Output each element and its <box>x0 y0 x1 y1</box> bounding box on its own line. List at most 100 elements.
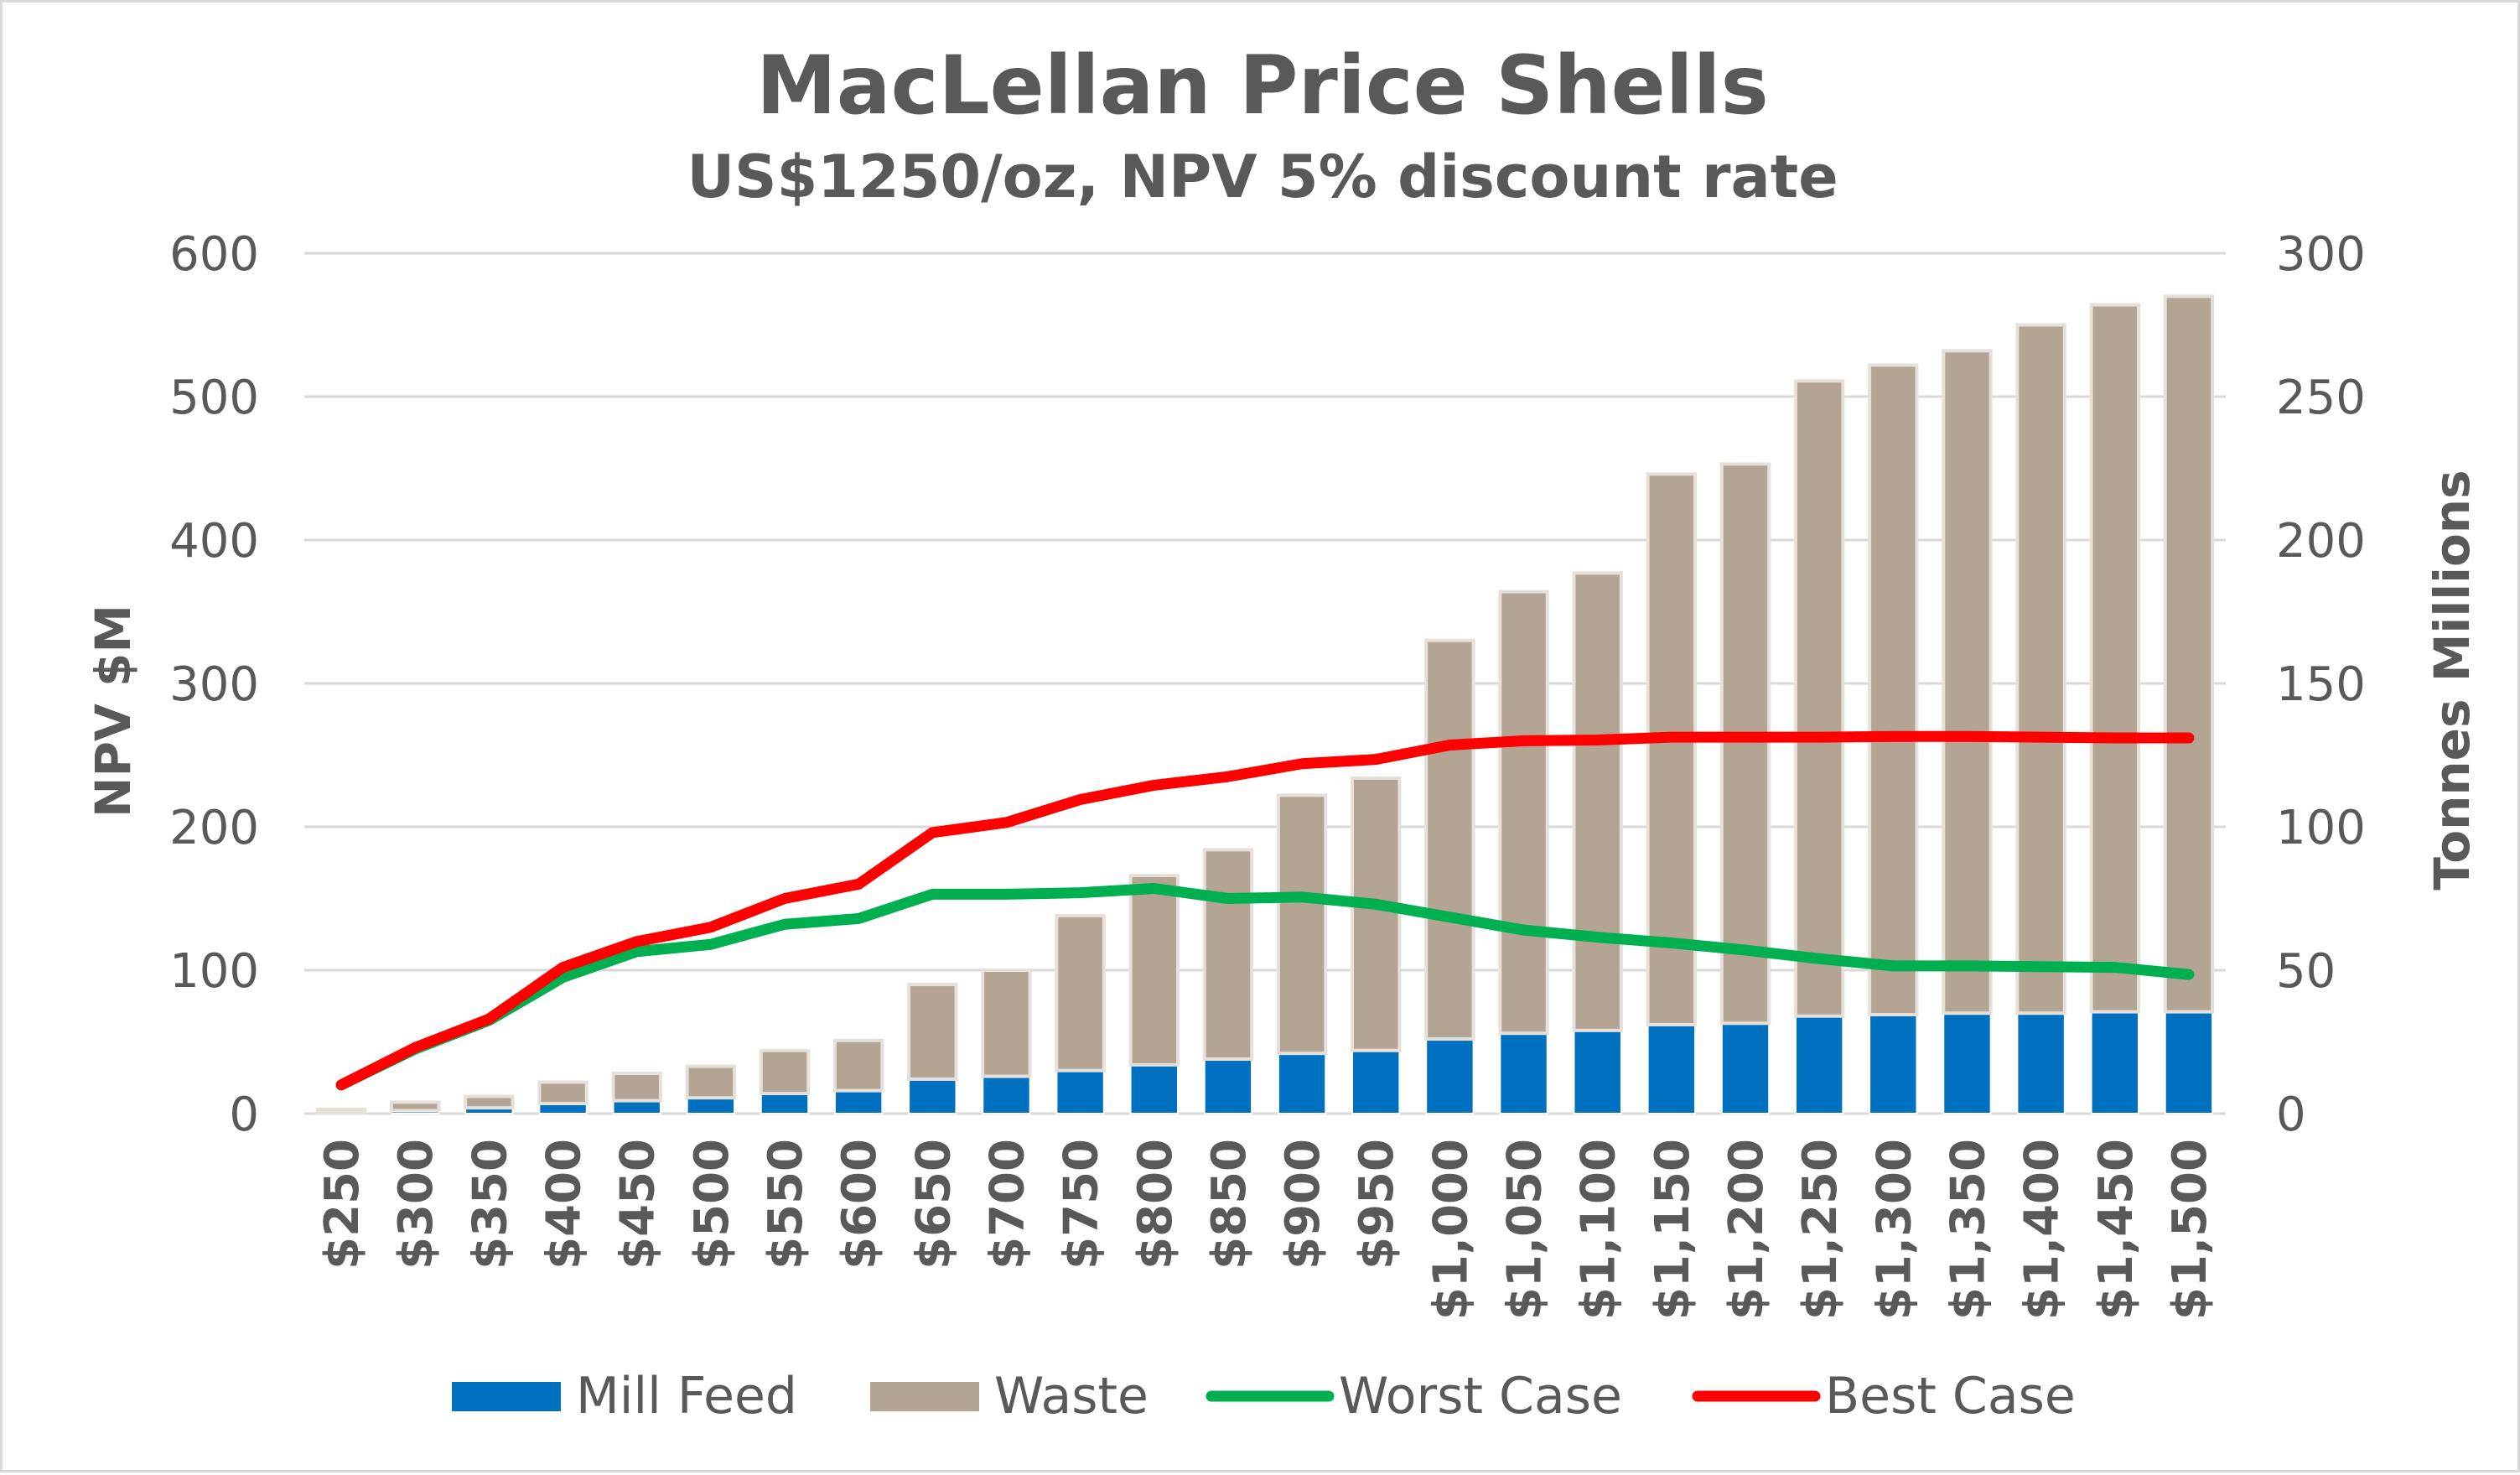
bar-mill-feed <box>2164 1010 2214 1114</box>
left-axis-ticks: 0 100 200 300 400 500 600 <box>169 227 259 1142</box>
right-axis-title: Tonnes Millions <box>2424 470 2481 890</box>
x-tick-label: $500 <box>685 1139 739 1270</box>
right-axis-tick-label: 200 <box>2276 514 2366 569</box>
bar-waste <box>907 983 958 1081</box>
x-tick-label: $700 <box>980 1139 1034 1270</box>
right-axis-tick-label: 100 <box>2276 801 2366 855</box>
right-axis-tick-label: 250 <box>2276 371 2366 425</box>
x-tick-label: $300 <box>389 1139 443 1270</box>
bar-waste <box>2089 303 2140 1014</box>
bar-waste <box>1498 589 1549 1036</box>
legend-swatch <box>870 1382 979 1411</box>
x-tick-label: $1,100 <box>1572 1139 1626 1320</box>
bar-mill-feed <box>1573 1029 1622 1114</box>
bar-mill-feed <box>1425 1038 1475 1114</box>
x-tick-label: $1,050 <box>1498 1139 1553 1320</box>
bar-waste <box>685 1064 737 1100</box>
legend-label: Best Case <box>1825 1367 2076 1426</box>
right-axis-tick-label: 0 <box>2276 1088 2306 1142</box>
left-axis-tick-label: 600 <box>169 227 259 282</box>
x-tick-label: $600 <box>832 1139 887 1270</box>
x-tick-label: $750 <box>1055 1139 1109 1270</box>
bar-waste <box>611 1072 662 1103</box>
bar-waste <box>832 1038 884 1093</box>
legend-label: Mill Feed <box>576 1367 797 1426</box>
combo-chart: MacLellan Price Shells US$1250/oz, NPV 5… <box>85 39 2481 1426</box>
legend-label: Waste <box>994 1367 1149 1426</box>
chart-subtitle: US$1250/oz, NPV 5% discount rate <box>687 143 1838 211</box>
x-tick-label: $1,300 <box>1867 1139 1921 1320</box>
x-tick-label: $400 <box>537 1139 592 1270</box>
x-tick-label: $1,200 <box>1719 1139 1774 1320</box>
bar-waste <box>1793 379 1845 1018</box>
bar-mill-feed <box>1351 1049 1401 1115</box>
bar-waste <box>759 1048 811 1096</box>
bar-mill-feed <box>1203 1058 1253 1115</box>
x-tick-label: $950 <box>1350 1139 1404 1270</box>
bar-mill-feed <box>1942 1012 1992 1115</box>
right-axis-ticks: 0 50 100 150 200 250 300 <box>2276 227 2366 1142</box>
x-tick-label: $450 <box>611 1139 666 1270</box>
bar-mill-feed <box>1646 1023 1697 1114</box>
bar-mill-feed <box>908 1078 957 1114</box>
bar-waste <box>1276 793 1328 1056</box>
x-tick-label: $650 <box>906 1139 961 1270</box>
bar-mill-feed <box>1055 1069 1105 1114</box>
legend-swatch <box>452 1382 561 1411</box>
bar-waste <box>1424 638 1475 1041</box>
bars <box>315 294 2215 1115</box>
right-axis-tick-label: 150 <box>2276 657 2366 712</box>
left-axis-tick-label: 0 <box>229 1088 259 1142</box>
x-tick-label: $1,000 <box>1423 1139 1478 1320</box>
x-axis-ticks: $250 $300 $350 $400 $450 $500 $550 $600 $650 $700… <box>315 1139 2217 1320</box>
bar-waste <box>1942 349 1993 1015</box>
bar-waste <box>2015 323 2066 1015</box>
right-axis-tick-label: 50 <box>2276 944 2336 999</box>
left-axis-title: NPV $M <box>85 605 142 818</box>
bar-waste <box>537 1080 589 1106</box>
bar-mill-feed <box>2090 1010 2139 1114</box>
bar-mill-feed <box>760 1093 810 1115</box>
x-tick-label: $1,450 <box>2089 1139 2144 1320</box>
bar-waste <box>464 1094 515 1110</box>
left-axis-tick-label: 300 <box>169 657 259 712</box>
bar-mill-feed <box>1129 1063 1179 1114</box>
bar-waste <box>390 1100 441 1113</box>
x-tick-label: $1,500 <box>2163 1139 2217 1320</box>
x-tick-label: $900 <box>1276 1139 1330 1270</box>
x-tick-label: $1,350 <box>1941 1139 1995 1320</box>
x-tick-label: $550 <box>759 1139 813 1270</box>
bar-waste <box>315 1107 367 1114</box>
lines <box>335 730 2195 1091</box>
bar-mill-feed <box>1720 1022 1771 1115</box>
bar-waste <box>981 969 1032 1078</box>
right-axis-tick-label: 300 <box>2276 227 2366 282</box>
chart-title: MacLellan Price Shells <box>756 39 1768 132</box>
bar-waste <box>2163 294 2215 1014</box>
x-tick-label: $350 <box>463 1139 517 1270</box>
bar-waste <box>1646 472 1698 1026</box>
bar-mill-feed <box>612 1099 661 1114</box>
bar-waste <box>1055 914 1106 1072</box>
left-axis-tick-label: 500 <box>169 371 259 425</box>
bar-waste <box>1719 462 1771 1026</box>
legend: Mill Feed Waste Worst Case Best Case <box>452 1367 2076 1426</box>
line-worst-case <box>335 883 2195 1091</box>
line-best-case <box>335 730 2195 1091</box>
legend-label: Worst Case <box>1339 1367 1622 1426</box>
x-tick-label: $850 <box>1202 1139 1257 1270</box>
bar-waste <box>1202 848 1254 1062</box>
bar-waste <box>1128 874 1180 1067</box>
bar-waste <box>1868 363 1919 1017</box>
bar-mill-feed <box>1869 1014 1918 1115</box>
x-tick-label: $1,150 <box>1646 1139 1700 1320</box>
bar-waste <box>1351 776 1402 1052</box>
bar-mill-feed <box>686 1097 736 1114</box>
bar-mill-feed <box>833 1089 884 1115</box>
bar-mill-feed <box>1794 1015 1844 1114</box>
left-axis-tick-label: 100 <box>169 944 259 999</box>
left-axis-tick-label: 400 <box>169 514 259 569</box>
x-tick-label: $1,400 <box>2015 1139 2070 1320</box>
x-tick-label: $800 <box>1128 1139 1183 1270</box>
